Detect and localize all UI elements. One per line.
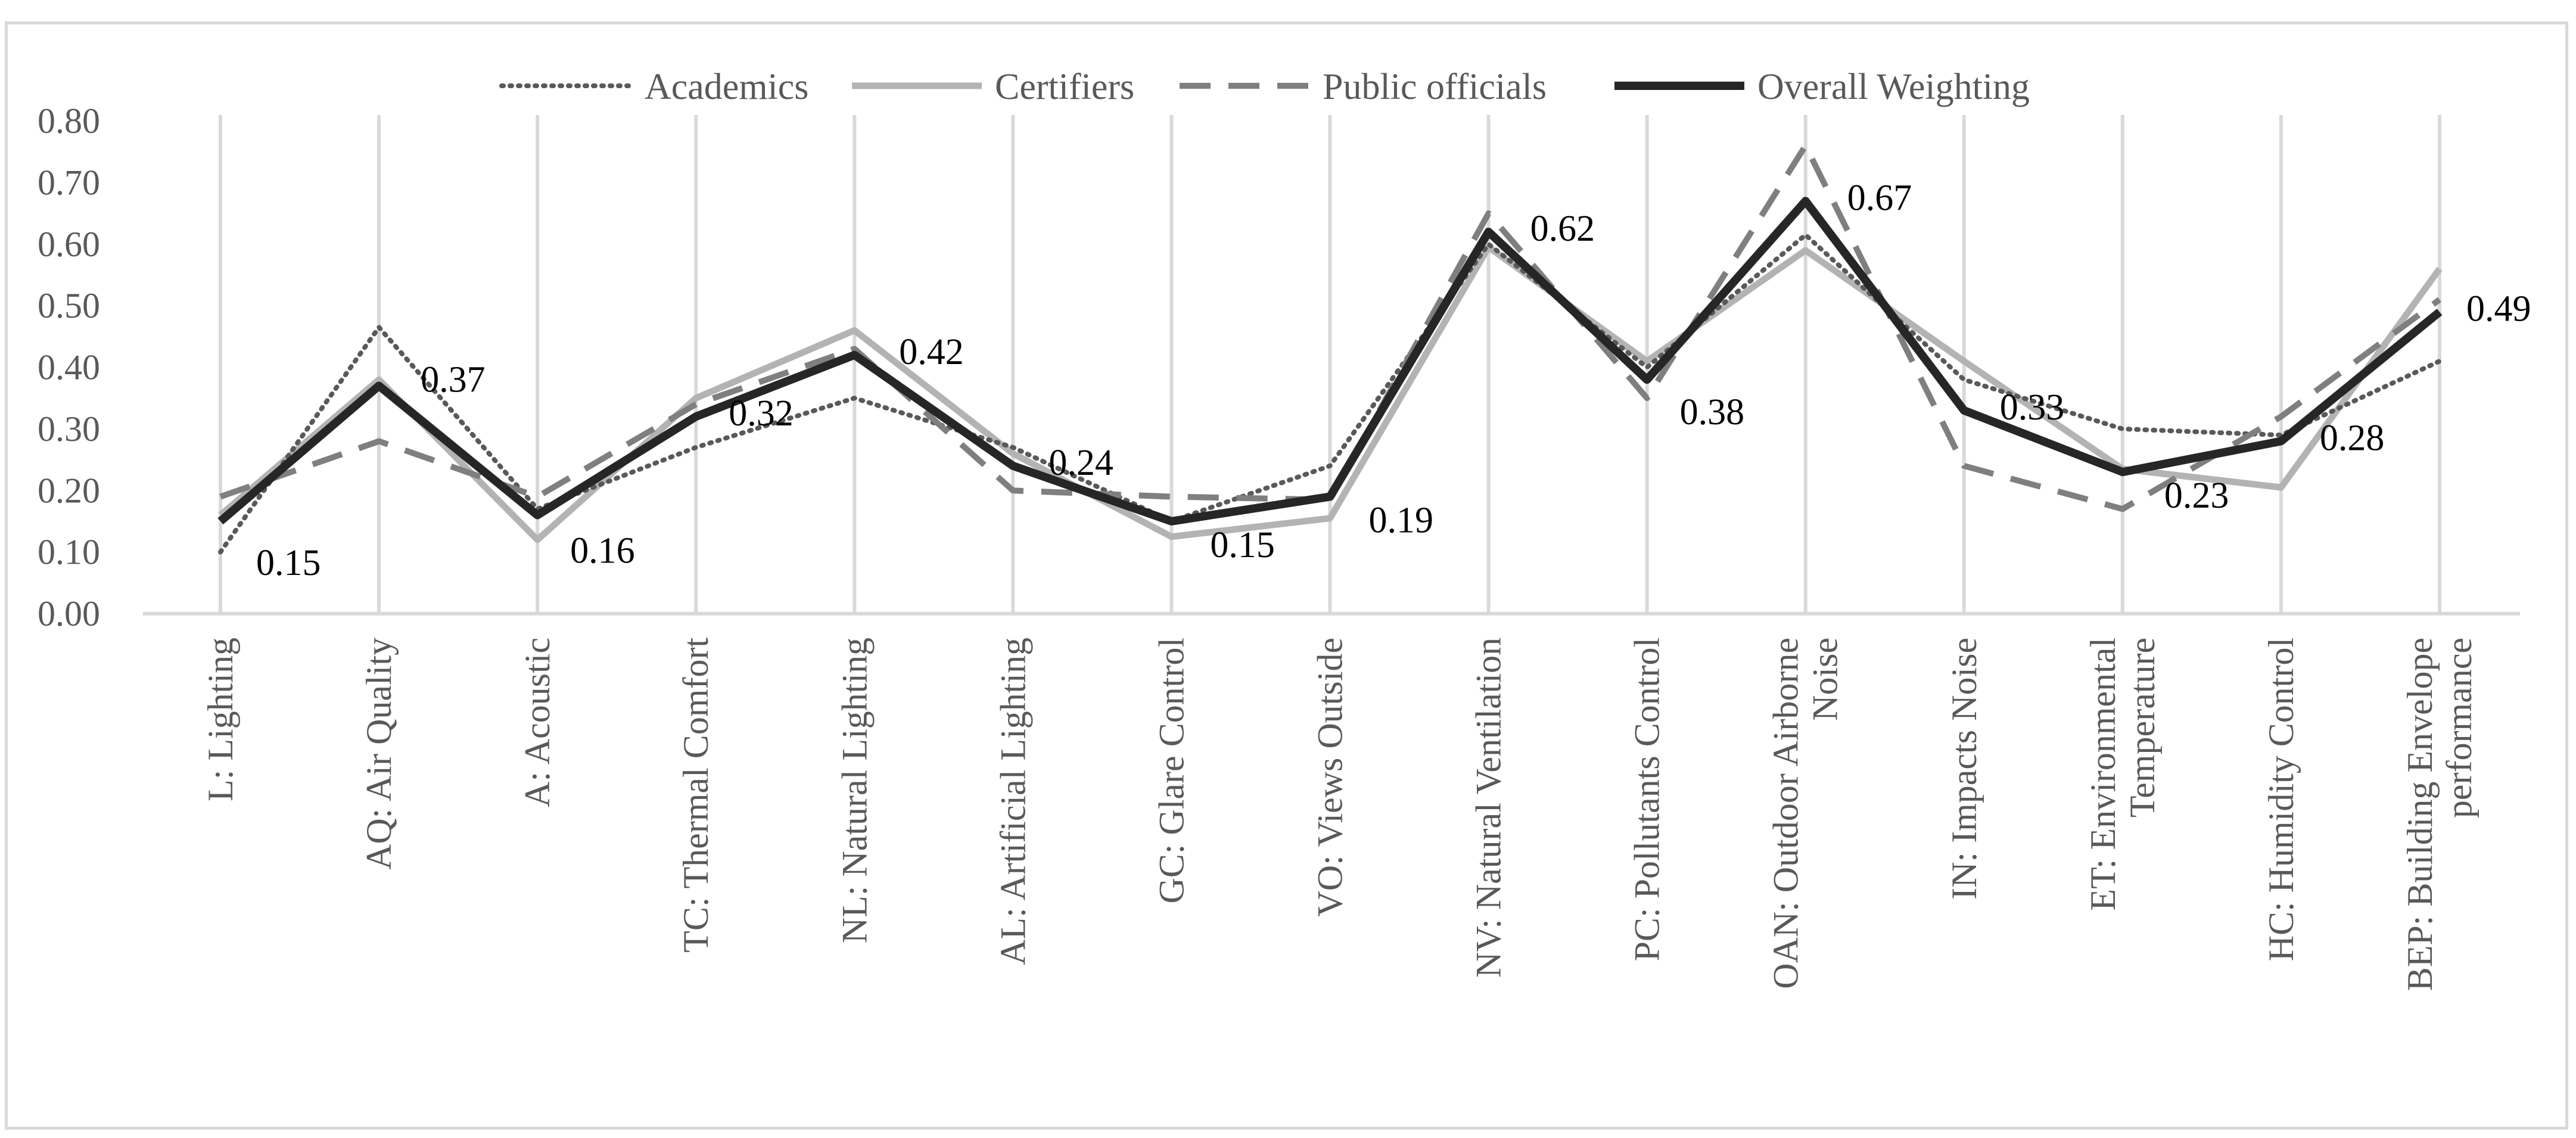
x-tick-label-line: Temperature xyxy=(2123,638,2162,817)
x-tick-label: IN: Impacts Noise xyxy=(1945,638,1984,900)
y-tick-label: 0.70 xyxy=(38,163,100,202)
x-tick-label: A: Acoustic xyxy=(518,638,557,807)
x-tick-label-line: BEP: Building Envelope xyxy=(2400,638,2440,991)
data-labels: 0.15 0.37 0.16 0.32 0.42 0.24 0.15 0.19 0.62 0.38… xyxy=(256,178,2531,583)
y-tick-label: 0.30 xyxy=(38,409,100,449)
x-tick-label: HC: Humidity Control xyxy=(2261,638,2301,961)
data-label-overall: 0.15 xyxy=(1210,525,1275,565)
data-label-overall: 0.23 xyxy=(2164,475,2229,516)
x-tick-label: OAN: Outdoor AirborneNoise xyxy=(1766,638,1845,989)
x-tick-label-line: NV: Natural Ventilation xyxy=(1469,638,1508,978)
x-tick-label-line: HC: Humidity Control xyxy=(2261,638,2301,961)
data-label-overall: 0.32 xyxy=(729,393,794,434)
legend-label-certifiers: Certifiers xyxy=(995,67,1134,107)
x-tick-label: AQ: Air Quality xyxy=(359,638,399,870)
series-line-academics xyxy=(218,232,2442,555)
data-label-overall: 0.16 xyxy=(570,531,634,571)
series-line-certifiers xyxy=(218,244,2443,543)
x-tick-label-line: L: Lighting xyxy=(201,638,240,801)
y-tick-label: 0.60 xyxy=(38,225,100,264)
data-label-overall: 0.24 xyxy=(1049,443,1113,483)
data-label-overall: 0.15 xyxy=(256,543,321,583)
x-tick-label-line: performance xyxy=(2440,638,2479,818)
y-tick-label: 0.00 xyxy=(38,594,100,633)
x-tick-label: NV: Natural Ventilation xyxy=(1469,638,1508,978)
x-tick-label-line: PC: Pollutants Control xyxy=(1628,638,1667,961)
data-label-overall: 0.28 xyxy=(2320,418,2385,459)
series-line-public-officials xyxy=(219,142,2441,512)
x-tick-label: GC: Glare Control xyxy=(1152,638,1191,904)
x-tick-label-line: NL: Natural Lighting xyxy=(835,638,874,943)
x-tick-label-line: A: Acoustic xyxy=(518,638,557,807)
x-tick-label-line: OAN: Outdoor Airborne xyxy=(1766,638,1806,989)
x-tick-label: ET: EnvironmentalTemperature xyxy=(2083,638,2162,911)
x-tick-label-line: VO: Views Outside xyxy=(1311,638,1350,917)
data-label-overall: 0.42 xyxy=(899,332,964,372)
x-tick-label: TC: Thermal Comfort xyxy=(676,638,715,953)
data-label-overall: 0.19 xyxy=(1369,500,1434,541)
data-label-overall: 0.67 xyxy=(1847,178,1912,218)
chart-frame xyxy=(5,21,2568,1130)
series-lines xyxy=(217,142,2443,555)
x-tick-label-line: TC: Thermal Comfort xyxy=(676,638,715,953)
data-label-overall: 0.38 xyxy=(1680,392,1745,433)
x-tick-label-line: ET: Environmental xyxy=(2083,638,2123,911)
x-tick-label-line: IN: Impacts Noise xyxy=(1945,638,1984,900)
x-tick-label-line: AQ: Air Quality xyxy=(359,638,399,870)
axes: 0.00 0.10 0.20 0.30 0.40 0.50 0.60 0.70 0.80 L: L… xyxy=(38,101,2520,991)
y-tick-label: 0.80 xyxy=(38,101,100,141)
legend-label-academics: Academics xyxy=(645,67,808,107)
y-tick-label: 0.40 xyxy=(38,348,100,387)
y-tick-label: 0.10 xyxy=(38,533,100,572)
y-tick-label: 0.20 xyxy=(38,471,100,510)
x-tick-label-line: Noise xyxy=(1806,638,1845,721)
data-label-overall: 0.49 xyxy=(2466,288,2531,329)
data-label-overall: 0.62 xyxy=(1530,209,1595,249)
legend: Academics Certifiers Public officials Overa… xyxy=(499,67,2030,107)
y-tick-label: 0.50 xyxy=(38,286,100,325)
data-label-overall: 0.37 xyxy=(421,360,486,400)
x-tick-label: NL: Natural Lighting xyxy=(835,638,874,943)
x-tick-label: AL: Artificial Lighting xyxy=(993,638,1032,965)
x-tick-label-line: GC: Glare Control xyxy=(1152,638,1191,904)
x-tick-label: VO: Views Outside xyxy=(1311,638,1350,917)
grid-lines xyxy=(219,115,2441,614)
legend-label-overall-weighting: Overall Weighting xyxy=(1757,67,2030,107)
x-tick-label: PC: Pollutants Control xyxy=(1628,638,1667,961)
x-tick-label: BEP: Building Envelopeperformance xyxy=(2400,638,2479,991)
x-tick-label-line: AL: Artificial Lighting xyxy=(993,638,1032,965)
x-tick-label: L: Lighting xyxy=(201,638,240,801)
series-line-overall-weighting xyxy=(217,197,2443,526)
data-label-overall: 0.33 xyxy=(2000,387,2065,428)
legend-label-public-officials: Public officials xyxy=(1323,67,1547,107)
